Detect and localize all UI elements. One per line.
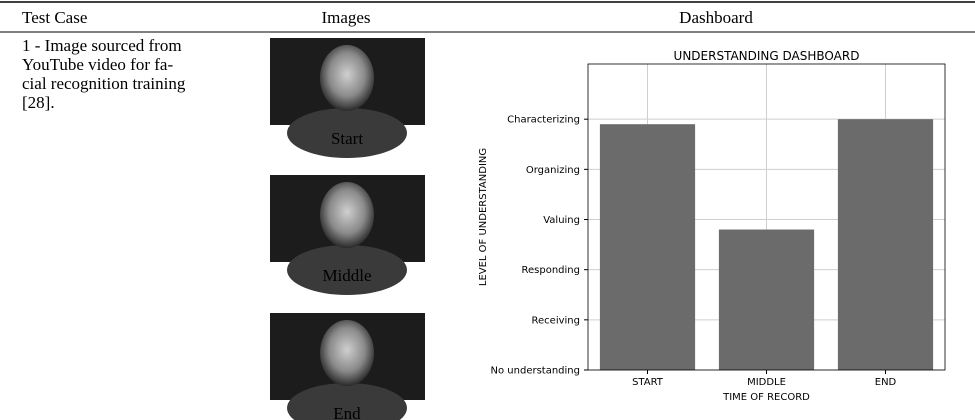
chart-title: UNDERSTANDING DASHBOARD xyxy=(674,49,860,63)
column-header: Images xyxy=(321,8,370,27)
column-header: Dashboard xyxy=(679,8,753,27)
column-header: Test Case xyxy=(22,8,87,27)
y-tick-label: Characterizing xyxy=(507,115,580,126)
x-axis-label: TIME OF RECORD xyxy=(722,392,810,403)
chart: UNDERSTANDING DASHBOARD TIME OF RECORD LEV… xyxy=(478,49,945,403)
image-face xyxy=(320,320,374,386)
paper-table: Test Case Images Dashboard 1 - Image sou… xyxy=(0,0,975,420)
image-caption: Start xyxy=(331,129,363,148)
test-case-line: 1 - Image sourced from xyxy=(22,36,182,55)
y-tick-label: No understanding xyxy=(491,366,580,377)
test-case-line: cial recognition training xyxy=(22,74,186,93)
y-tick-label: Organizing xyxy=(526,165,580,176)
images-cell: Start Middle End xyxy=(270,38,425,420)
bar xyxy=(719,230,814,370)
page: Test Case Images Dashboard 1 - Image sou… xyxy=(0,0,975,420)
y-tick-label: Responding xyxy=(522,265,580,276)
x-tick-label: END xyxy=(875,377,897,388)
image-caption: Middle xyxy=(322,266,371,285)
image-face xyxy=(320,45,374,111)
x-tick-label: MIDDLE xyxy=(747,377,786,388)
y-axis-label: LEVEL OF UNDERSTANDING xyxy=(478,148,489,286)
x-tick-label: START xyxy=(632,377,664,388)
test-case-line: [28]. xyxy=(22,93,55,112)
image-caption: End xyxy=(333,404,361,420)
test-case-line: YouTube video for fa- xyxy=(22,55,173,74)
y-tick-label: Receiving xyxy=(532,315,580,326)
image-face xyxy=(320,182,374,248)
bar xyxy=(600,124,695,370)
y-tick-label: Valuing xyxy=(543,215,580,226)
bar xyxy=(838,119,933,370)
